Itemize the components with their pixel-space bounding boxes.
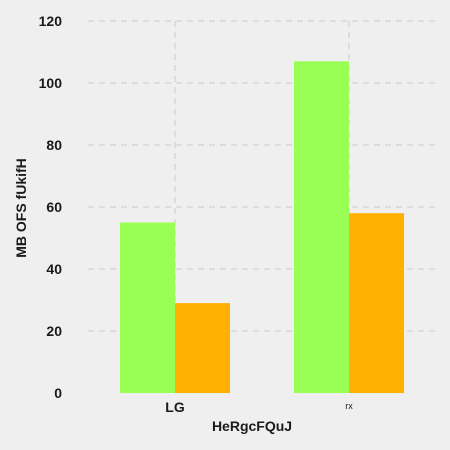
y-tick-label-80: 80: [46, 137, 62, 153]
x-axis-ticks: LG rx: [165, 399, 353, 415]
y-tick-label-0: 0: [54, 385, 62, 401]
y-tick-label-60: 60: [46, 199, 62, 215]
bar-LG-series-2: [175, 303, 230, 393]
y-tick-label-20: 20: [46, 323, 62, 339]
bar-rx-series-1: [294, 61, 349, 394]
y-tick-label-100: 100: [39, 75, 63, 91]
y-tick-label-40: 40: [46, 261, 62, 277]
x-axis-title: HeRgcFQuJ: [212, 418, 292, 434]
x-tick-label-rx: rx: [345, 401, 353, 411]
bar-LG-series-1: [120, 222, 175, 393]
y-axis-title: MB OFS fUkifH: [13, 158, 29, 258]
bars-layer: [120, 61, 404, 394]
x-tick-label-LG: LG: [165, 399, 185, 415]
y-tick-label-120: 120: [39, 13, 63, 29]
y-axis-ticks: 0 20 40 60 80 100 120: [39, 13, 63, 401]
bar-rx-series-2: [349, 213, 404, 393]
